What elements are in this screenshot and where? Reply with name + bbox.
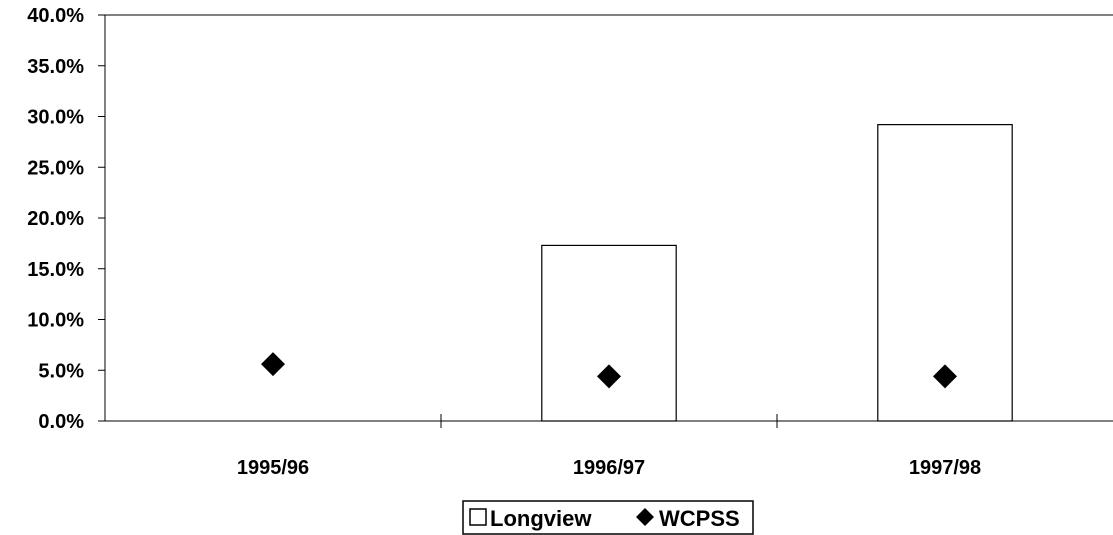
y-tick-label: 25.0% — [27, 157, 84, 179]
x-axis: 1995/96 1996/97 1997/98 — [105, 414, 1113, 479]
y-tick-label: 20.0% — [27, 208, 84, 230]
x-tick-label: 1997/98 — [909, 457, 981, 479]
bar-longview — [541, 244, 677, 422]
y-tick-label: 40.0% — [27, 5, 84, 27]
y-axis: 0.0% 5.0% 10.0% 15.0% 20.0% 25.0% 30.0% 35.0% 40… — [27, 5, 1113, 433]
legend-label-longview: Longview — [490, 506, 592, 531]
longview-series — [541, 124, 1013, 422]
y-tick-label: 15.0% — [27, 259, 84, 281]
x-tick-label: 1995/96 — [237, 457, 309, 479]
y-tick-label: 30.0% — [27, 107, 84, 129]
y-tick-label: 10.0% — [27, 310, 84, 332]
legend: Longview WCPSS — [462, 500, 754, 535]
y-tick-label: 5.0% — [38, 360, 84, 382]
legend-label-wcpss: WCPSS — [659, 506, 740, 531]
legend-marker-wcpss — [636, 508, 654, 526]
marker-wcpss — [597, 364, 621, 389]
y-tick-label: 35.0% — [27, 56, 84, 78]
legend-swatch-longview — [469, 508, 487, 526]
legend-box — [462, 500, 754, 535]
marker-wcpss — [933, 364, 957, 389]
x-tick-label: 1996/97 — [573, 457, 645, 479]
wcpss-series — [261, 352, 957, 389]
y-tick-label: 0.0% — [38, 411, 84, 433]
marker-wcpss — [261, 352, 285, 377]
